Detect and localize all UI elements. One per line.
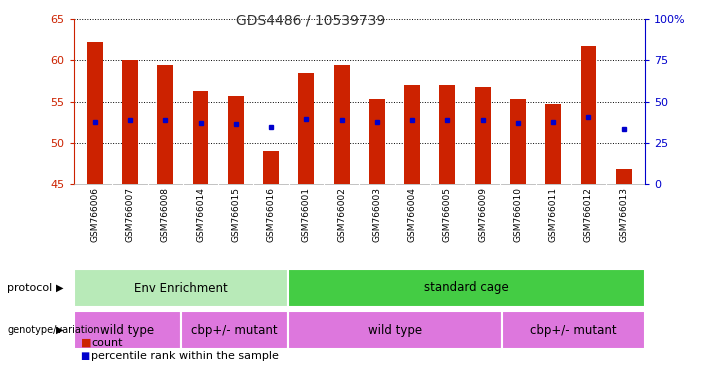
- Bar: [181, 311, 288, 349]
- Text: percentile rank within the sample: percentile rank within the sample: [91, 351, 279, 361]
- Text: GSM766006: GSM766006: [90, 187, 100, 242]
- Text: standard cage: standard cage: [424, 281, 509, 295]
- Bar: [580, 46, 597, 184]
- Bar: [228, 96, 244, 184]
- Text: GSM766004: GSM766004: [408, 187, 416, 242]
- Bar: [288, 311, 502, 349]
- Text: GSM766007: GSM766007: [125, 187, 135, 242]
- Text: GSM766009: GSM766009: [478, 187, 487, 242]
- Bar: [545, 104, 562, 184]
- Text: GSM766008: GSM766008: [161, 187, 170, 242]
- Bar: [475, 87, 491, 184]
- Text: ▶: ▶: [55, 325, 63, 335]
- Bar: [334, 65, 350, 184]
- Bar: [369, 99, 385, 184]
- Bar: [193, 91, 208, 184]
- Bar: [157, 65, 173, 184]
- Text: GSM766012: GSM766012: [584, 187, 593, 242]
- Bar: [87, 42, 103, 184]
- Bar: [615, 169, 632, 184]
- Bar: [404, 85, 420, 184]
- Bar: [74, 269, 288, 307]
- Text: GSM766016: GSM766016: [266, 187, 275, 242]
- Text: wild type: wild type: [100, 324, 154, 337]
- Text: Env Enrichment: Env Enrichment: [134, 281, 228, 295]
- Text: GSM766011: GSM766011: [549, 187, 558, 242]
- Bar: [440, 85, 456, 184]
- Text: GSM766005: GSM766005: [443, 187, 452, 242]
- Text: GSM766003: GSM766003: [372, 187, 381, 242]
- Bar: [502, 311, 645, 349]
- Text: GSM766002: GSM766002: [337, 187, 346, 242]
- Text: cbp+/- mutant: cbp+/- mutant: [191, 324, 278, 337]
- Text: cbp+/- mutant: cbp+/- mutant: [530, 324, 617, 337]
- Bar: [299, 73, 314, 184]
- Bar: [263, 151, 279, 184]
- Text: GSM766014: GSM766014: [196, 187, 205, 242]
- Bar: [74, 311, 181, 349]
- Text: GSM766015: GSM766015: [231, 187, 240, 242]
- Text: GSM766001: GSM766001: [302, 187, 311, 242]
- Text: wild type: wild type: [368, 324, 422, 337]
- Text: GDS4486 / 10539739: GDS4486 / 10539739: [236, 13, 385, 27]
- Text: ■: ■: [81, 351, 90, 361]
- Bar: [288, 269, 645, 307]
- Text: ▶: ▶: [55, 283, 63, 293]
- Text: ■: ■: [81, 338, 91, 348]
- Bar: [122, 60, 138, 184]
- Text: GSM766010: GSM766010: [513, 187, 522, 242]
- Text: genotype/variation: genotype/variation: [7, 325, 100, 335]
- Bar: [510, 99, 526, 184]
- Text: protocol: protocol: [7, 283, 53, 293]
- Text: GSM766013: GSM766013: [619, 187, 628, 242]
- Text: count: count: [91, 338, 123, 348]
